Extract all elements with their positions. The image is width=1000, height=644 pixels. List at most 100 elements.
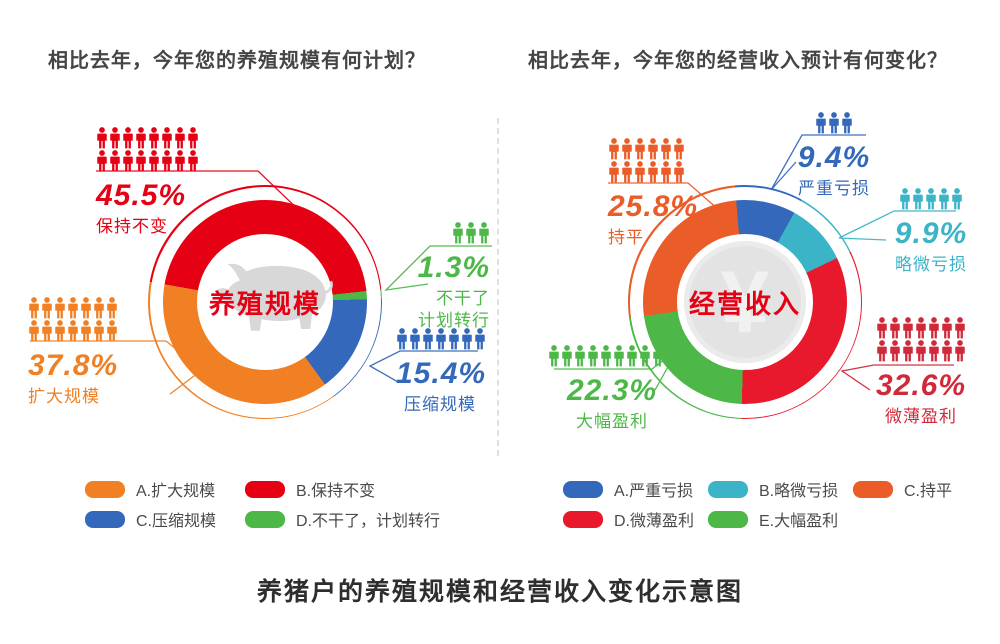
category-label: 压缩规模 [404, 394, 476, 414]
legend-item: B.保持不变 [245, 474, 405, 504]
person-icon [28, 320, 40, 342]
person-icon [600, 345, 612, 367]
legend-item: D.不干了，计划转行 [245, 504, 440, 534]
category-label: 保持不变 [96, 216, 168, 236]
legend-label: A.严重亏损 [614, 483, 694, 500]
people-icons [452, 222, 490, 244]
category-label: 大幅盈利 [576, 411, 648, 431]
people-icons [28, 297, 118, 342]
person-icon [161, 150, 173, 172]
legend-item: A.严重亏损 [563, 474, 708, 504]
person-icon [925, 188, 937, 210]
people-icons [815, 112, 853, 134]
people-icons [876, 317, 966, 362]
person-icon [396, 328, 408, 350]
vertical-divider [497, 118, 499, 456]
person-icon [174, 127, 186, 149]
legend-color-chip [563, 510, 603, 528]
person-icon [96, 150, 108, 172]
person-icon [626, 345, 638, 367]
person-icon [889, 317, 901, 339]
person-icon [828, 112, 840, 134]
yuan-glyph: ¥ [720, 252, 770, 351]
callout-severe-loss: 9.4% 严重亏损 [792, 112, 876, 200]
category-label-line2: 计划转行 [418, 310, 490, 330]
person-icon [67, 297, 79, 319]
person-icon [647, 161, 659, 183]
category-label: 略微亏损 [895, 254, 967, 274]
person-icon [954, 340, 966, 362]
person-icon [422, 328, 434, 350]
person-icon [639, 345, 651, 367]
person-icon [109, 127, 121, 149]
person-icon [647, 138, 659, 160]
person-icon [928, 340, 940, 362]
legend-item: E.大幅盈利 [708, 504, 853, 534]
person-icon [93, 297, 105, 319]
right-legend: A.严重亏损 B.略微亏损 C.持平 D.微薄盈利 E.大幅盈利 [563, 474, 1000, 534]
person-icon [148, 150, 160, 172]
person-icon [951, 188, 963, 210]
person-icon [841, 112, 853, 134]
right-donut-center-label: 经营收入 [677, 234, 813, 370]
person-icon [660, 138, 672, 160]
person-icon [652, 345, 664, 367]
person-icon [109, 150, 121, 172]
percent-value: 9.4% [797, 141, 871, 174]
person-icon [80, 320, 92, 342]
person-icon [673, 161, 685, 183]
legend-label: C.持平 [904, 483, 953, 500]
person-icon [28, 297, 40, 319]
person-icon [106, 320, 118, 342]
callout-keep-unchanged: 45.5% 保持不变 [96, 127, 199, 238]
percent-value: 15.4% [396, 357, 487, 390]
percent-value: 45.5% [96, 179, 187, 212]
callout-flat-income: 25.8% 持平 [608, 138, 698, 249]
legend-label: B.略微亏损 [759, 483, 839, 500]
legend-color-chip [85, 480, 125, 498]
percent-value: 1.3% [417, 251, 490, 284]
callout-expand-scale: 37.8% 扩大规模 [28, 297, 118, 408]
person-icon [608, 161, 620, 183]
legend-item: C.持平 [853, 474, 998, 504]
person-icon [187, 150, 199, 172]
callout-shrink-scale: 15.4% 压缩规模 [396, 328, 486, 416]
person-icon [587, 345, 599, 367]
callout-big-profit: 22.3% 大幅盈利 [548, 345, 676, 433]
person-icon [409, 328, 421, 350]
person-icon [106, 297, 118, 319]
legend-item: D.微薄盈利 [563, 504, 708, 534]
callout-slight-loss: 9.9% 略微亏损 [886, 188, 976, 276]
legend-color-chip [853, 480, 893, 498]
center-label-text: 养殖规模 [208, 288, 321, 319]
legend-label: A.扩大规模 [136, 483, 216, 500]
legend-color-chip [708, 480, 748, 498]
person-icon [876, 317, 888, 339]
people-icons [608, 138, 685, 183]
person-icon [815, 112, 827, 134]
left-question-title: 相比去年，今年您的养殖规模有何计划？ [48, 50, 426, 72]
person-icon [915, 317, 927, 339]
person-icon [938, 188, 950, 210]
legend-item: C.压缩规模 [85, 504, 245, 534]
legend-label: D.不干了，计划转行 [296, 513, 441, 530]
percent-value: 32.6% [875, 369, 967, 402]
callout-thin-profit: 32.6% 微薄盈利 [872, 317, 970, 428]
percent-value: 22.3% [566, 374, 658, 407]
category-label: 微薄盈利 [885, 406, 957, 426]
figure-caption: 养猪户的养殖规模和经营收入变化示意图 [256, 578, 743, 606]
person-icon [54, 297, 66, 319]
person-icon [54, 320, 66, 342]
person-icon [122, 150, 134, 172]
person-icon [954, 317, 966, 339]
person-icon [634, 161, 646, 183]
person-icon [915, 340, 927, 362]
legend-color-chip [708, 510, 748, 528]
person-icon [478, 222, 490, 244]
person-icon [461, 328, 473, 350]
legend-color-chip [563, 480, 603, 498]
person-icon [613, 345, 625, 367]
person-icon [902, 317, 914, 339]
pig-icon [216, 263, 333, 331]
legend-label: C.压缩规模 [136, 513, 217, 530]
